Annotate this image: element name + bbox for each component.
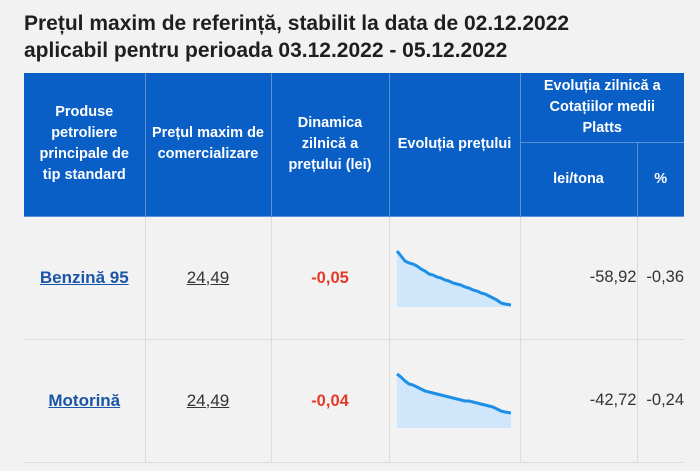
header-price-evolution: Evoluția prețului xyxy=(389,73,521,217)
header-products: Produse petroliere principale de tip sta… xyxy=(24,73,146,217)
product-cell: Benzină 95 xyxy=(24,216,146,340)
price-table: Produse petroliere principale de tip sta… xyxy=(24,73,685,463)
sparkline-line xyxy=(395,249,511,306)
header-platts: Evoluția zilnică a Cotațiilor medii Plat… xyxy=(520,73,685,143)
percent-value: -0,24 xyxy=(637,339,685,463)
product-cell: Motorină xyxy=(24,339,146,463)
sparkline-line xyxy=(395,372,511,414)
table-row: Benzină 95 24,49 -0,05 -58,92 -0,36 xyxy=(24,216,685,340)
max-price-value[interactable]: 24,49 xyxy=(186,267,230,287)
product-link-motorina[interactable]: Motorină xyxy=(48,390,121,410)
sparkline-area xyxy=(396,373,511,428)
daily-dynamics-value: -0,05 xyxy=(311,268,349,287)
table-row: Motorină 24,49 -0,04 -42,72 -0,24 xyxy=(24,339,685,463)
lei-tona-value: -42,72 xyxy=(520,339,638,463)
header-percent: % xyxy=(637,142,685,217)
product-link-benzina-95[interactable]: Benzină 95 xyxy=(39,267,129,287)
daily-dynamics-value: -0,04 xyxy=(311,391,349,410)
price-evolution-sparkline xyxy=(395,249,511,307)
header-daily-dynamics: Dinamica zilnică a prețului (lei) xyxy=(271,73,390,217)
max-price-value[interactable]: 24,49 xyxy=(186,390,230,410)
price-evolution-cell xyxy=(389,216,521,340)
price-evolution-sparkline xyxy=(395,372,511,428)
dynamics-cell: -0,05 xyxy=(271,216,390,340)
header-lei-tona: lei/tona xyxy=(520,142,638,217)
lei-tona-value: -58,92 xyxy=(520,216,638,340)
title-line-1: Prețul maxim de referință, stabilit la d… xyxy=(24,12,570,35)
max-price-cell: 24,49 xyxy=(145,339,272,463)
price-evolution-cell xyxy=(389,339,521,463)
page-title: Prețul maxim de referință, stabilit la d… xyxy=(24,10,694,64)
title-line-2: aplicabil pentru perioada 03.12.2022 - 0… xyxy=(24,39,508,62)
percent-value: -0,36 xyxy=(637,216,685,340)
max-price-cell: 24,49 xyxy=(145,216,272,340)
header-max-price: Prețul maxim de comercializare xyxy=(145,73,272,217)
dynamics-cell: -0,04 xyxy=(271,339,390,463)
sparkline-area xyxy=(396,250,511,307)
